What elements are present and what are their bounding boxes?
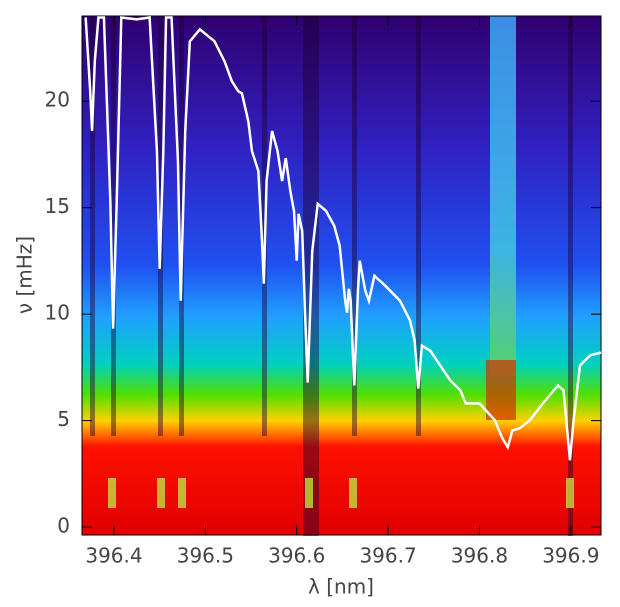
x-tick-label: 396.8 (451, 544, 508, 568)
x-axis-label: λ [nm] (308, 575, 374, 599)
y-axis-label: ν [mHz] (13, 236, 37, 314)
x-tick-label: 396.5 (177, 544, 234, 568)
profile-line (84, 16, 602, 461)
plot-frame (81, 15, 602, 536)
y-tick-label: 20 (45, 88, 70, 112)
x-tick-label: 396.4 (85, 544, 142, 568)
heatmap (82, 16, 601, 536)
y-tick-label: 10 (45, 301, 70, 325)
x-tick-label: 396.7 (359, 544, 416, 568)
y-tick-label: 5 (57, 407, 70, 431)
y-tick-label: 15 (45, 194, 70, 218)
x-tick-label: 396.9 (542, 544, 599, 568)
y-tick-label: 0 (57, 514, 70, 538)
x-tick-label: 396.6 (268, 544, 325, 568)
